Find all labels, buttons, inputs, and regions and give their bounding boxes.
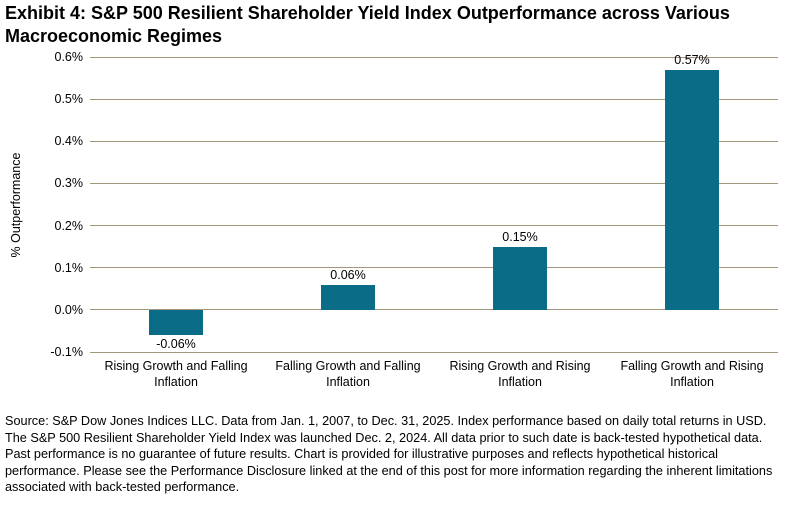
bar-value-label: 0.15% [502, 229, 538, 244]
bar-value-label: 0.06% [330, 267, 366, 282]
gridline [90, 225, 778, 227]
y-tick-label: 0.6% [54, 50, 84, 64]
y-tick-label: 0.1% [54, 260, 84, 275]
x-category-label: Falling Growth and Falling Inflation [275, 359, 421, 389]
source-disclosure-text: Source: S&P Dow Jones Indices LLC. Data … [5, 414, 773, 495]
y-tick-label: 0.3% [54, 176, 84, 191]
x-category-label: Rising Growth and Falling Inflation [104, 359, 248, 389]
gridline [90, 140, 778, 142]
bar [149, 309, 203, 336]
bar [321, 284, 375, 310]
bar [493, 246, 547, 310]
gridline [90, 351, 778, 353]
chart-title: Exhibit 4: S&P 500 Resilient Shareholder… [5, 3, 730, 46]
gridline [90, 309, 778, 311]
y-tick-label: 0.4% [54, 134, 84, 149]
y-tick-label: -0.1% [50, 345, 83, 359]
gridline [90, 182, 778, 184]
bar-value-label: 0.57% [674, 52, 710, 67]
y-axis-title: % Outperformance [9, 152, 23, 258]
plot-area [90, 56, 778, 353]
y-tick-label: 0.0% [54, 302, 84, 317]
bar [665, 69, 719, 310]
gridline [90, 98, 778, 100]
y-tick-label: 0.5% [54, 92, 84, 107]
gridline [90, 56, 778, 58]
x-category-label: Falling Growth and Rising Inflation [620, 359, 764, 389]
bar-value-label: -0.06% [156, 337, 196, 352]
x-category-label: Rising Growth and Rising Inflation [449, 359, 591, 389]
gridline [90, 267, 778, 269]
y-tick-label: 0.2% [54, 218, 84, 233]
